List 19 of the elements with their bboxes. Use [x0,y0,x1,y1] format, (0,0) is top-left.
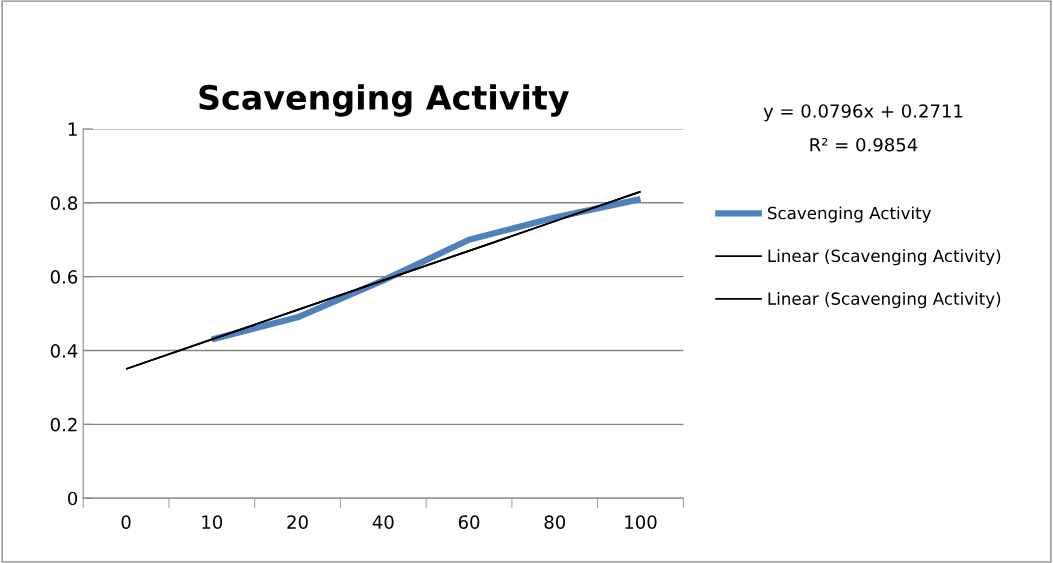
x-tick-label: 100 [625,515,657,529]
text: y = 0.0796x + 0.2711 [763,104,963,122]
x-tick-label: 20 [287,515,308,529]
y-tick-label: 1 [68,122,77,136]
x-tick-label: 80 [544,515,566,529]
y-tick-label: 0.2 [50,417,77,432]
x-tick-label: 10 [202,515,223,529]
x-tick-label: 0 [121,515,131,529]
legend-label: Scavenging Activity [768,206,932,223]
legend-label: Linear (Scavenging Activity) [768,249,1001,266]
legend-label: Linear (Scavenging Activity) [768,292,1001,309]
y-tick-label: 0.4 [50,343,78,358]
y-tick-label: 0.6 [50,270,78,284]
x-tick-label: 40 [372,515,394,529]
text: R² = 0.9854 [810,137,918,152]
chart-title: Scavenging Activity [199,84,569,117]
x-tick-label: 60 [458,515,480,529]
y-tick-label: 0 [68,491,78,506]
y-tick-label: 0.8 [50,196,78,210]
